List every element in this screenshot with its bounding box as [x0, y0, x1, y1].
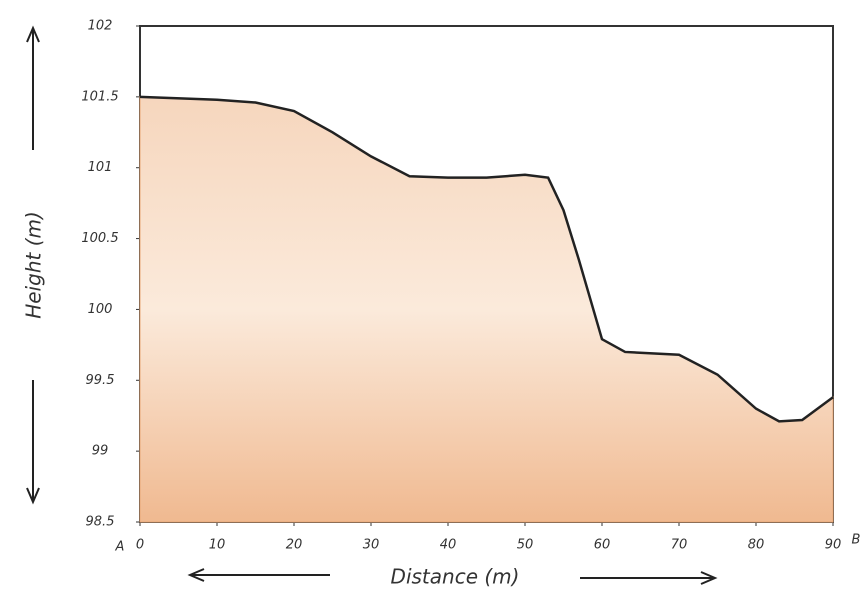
y-tick-label: 102	[88, 19, 113, 34]
chart: Distance (m) Height (m) A B 98.5 99 99.5 10…	[0, 0, 864, 598]
x-axis-title: Distance (m)	[391, 565, 520, 589]
y-tick-label: 99	[92, 444, 109, 459]
y-tick-label: 101	[88, 160, 113, 175]
x-tick-label: 70	[671, 538, 688, 553]
y-tick-label: 100	[88, 302, 113, 317]
y-tick-label: 99.5	[86, 373, 115, 388]
area-fill	[140, 97, 833, 522]
x-tick-label: 20	[286, 538, 303, 553]
x-tick-label: 30	[363, 538, 380, 553]
x-tick-label: 0	[136, 538, 144, 553]
y-axis-title: Height (m)	[22, 211, 46, 319]
x-tick-label: 50	[517, 538, 534, 553]
x-tick-label: 90	[825, 538, 842, 553]
x-tick-label: 40	[440, 538, 457, 553]
x-tick-label: 60	[594, 538, 611, 553]
end-label: B	[852, 533, 861, 548]
y-tick-label: 98.5	[86, 515, 115, 530]
start-label: A	[115, 540, 125, 555]
y-tick-label: 100.5	[81, 231, 118, 246]
x-tick-label: 80	[748, 538, 765, 553]
x-tick-label: 10	[209, 538, 226, 553]
y-tick-label: 101.5	[81, 89, 118, 104]
